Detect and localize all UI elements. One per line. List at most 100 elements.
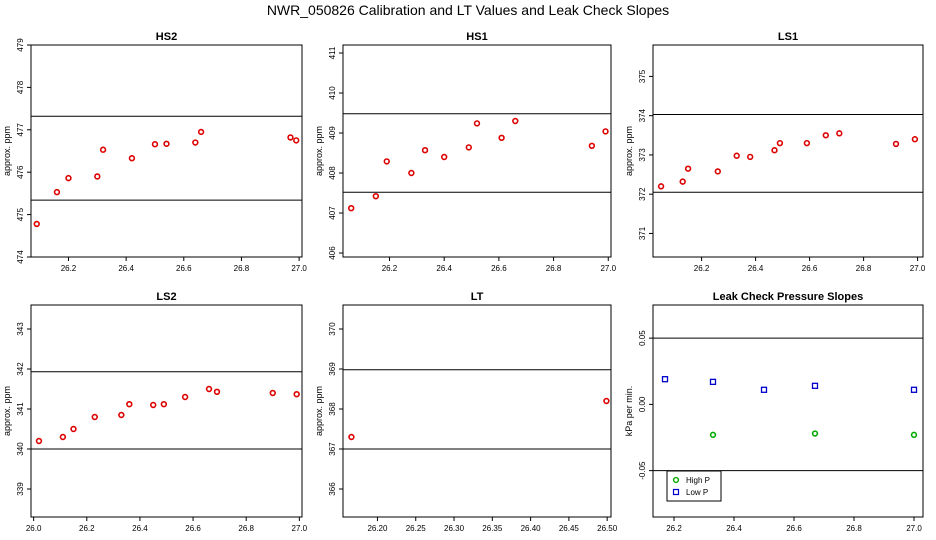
y-tick-label: 371 [638,226,647,240]
panel-ls2: LS2 approx. ppm 26.0 26.2 26.4 26.6 26.8 27.0 33… [2,291,308,533]
x-tick-label: 26.30 [444,524,465,533]
y-axis-label: approx. ppm [314,386,324,436]
data-point [181,393,189,401]
y-tick-label: 373 [638,148,647,162]
data-point [126,401,133,408]
y-tick-label: 0.00 [638,396,647,412]
data-point [602,128,609,135]
figure-title: NWR_050826 Calibration and LT Values and… [267,2,669,18]
data-point [94,173,101,180]
data-point [65,174,72,182]
data-point [911,136,919,143]
x-tick-label: 26.8 [234,264,250,273]
y-tick-label: 0.05 [638,330,647,346]
y-tick-label: 339 [16,482,25,496]
y-tick-label: 478 [16,80,25,94]
data-point [760,386,768,393]
panel-title: Leak Check Pressure Slopes [713,291,863,303]
data-point [746,153,754,161]
data-point [383,158,390,165]
y-axis-label: approx. ppm [2,126,12,176]
x-tick-label: 26.4 [436,264,452,273]
y-tick-label: 367 [328,442,337,456]
panel-hs2: HS2 approx. ppm 26.2 26.4 26.6 26.8 27.0 474 475… [2,31,307,273]
y-tick-label: 479 [16,38,25,52]
y-axis-label: approx. ppm [624,126,634,176]
data-point [803,139,811,147]
x-tick-label: 26.35 [482,524,503,533]
panel-title: LS1 [778,31,798,43]
data-point [512,117,519,125]
data-point [160,401,168,408]
y-tick-label: 477 [16,123,25,137]
data-point [822,132,829,139]
y-tick-label: 474 [16,250,25,264]
data-point [811,430,819,437]
panel-title: HS2 [156,31,177,43]
data-point [91,413,98,421]
data-point [35,437,43,445]
data-point [99,146,107,153]
legend-label: High P [686,476,710,485]
x-tick-label: 26.6 [185,524,201,533]
y-tick-label: 340 [16,442,25,456]
y-tick-label: 372 [638,187,647,201]
data-point [498,134,505,142]
data-point [910,431,918,439]
data-point [836,130,843,137]
data-point [128,155,136,162]
y-tick-label: 366 [328,482,337,496]
x-tick-label: 26.50 [597,524,618,533]
data-point [661,376,669,383]
x-tick-label: 27.0 [292,524,308,533]
x-tick-label: 26.6 [786,524,802,533]
panel-leak-check-pressure-slopes: Leak Check Pressure Slopes kPa per min. 26… [624,291,924,533]
data-point [293,391,300,398]
y-tick-label: 411 [328,46,337,59]
y-tick-label: -0.05 [638,461,647,480]
x-tick-label: 27.0 [600,264,616,273]
data-point [465,144,472,151]
plot-frame [342,44,612,258]
data-point [910,386,918,393]
panel-title: HS1 [466,31,487,43]
x-tick-label: 26.4 [132,524,148,533]
data-point [269,389,276,397]
data-point [440,153,448,161]
panel-title: LS2 [156,291,176,303]
x-tick-label: 26.8 [856,264,872,273]
plot-frame [30,304,303,518]
x-tick-label: 26.25 [406,524,427,533]
data-point [588,142,596,150]
legend-marker-high-p [672,476,680,484]
plot-frame [652,44,924,258]
y-tick-label: 368 [328,402,337,416]
data-point [776,139,784,147]
legend-label: Low P [686,488,708,497]
data-point [473,120,481,127]
data-point [33,220,40,228]
plot-frame [30,44,303,258]
data-point [287,134,294,141]
y-tick-label: 408 [328,166,337,180]
x-tick-label: 26.8 [546,264,562,273]
x-tick-label: 26.20 [367,524,388,533]
data-point [421,147,429,154]
x-tick-label: 26.45 [559,524,580,533]
panel-hs1: HS1 approx. ppm 26.2 26.4 26.6 26.8 27.0 406 407… [314,31,617,273]
x-tick-label: 26.4 [726,524,742,533]
plot-frame [652,304,924,518]
data-point [709,431,717,439]
data-point [771,147,778,154]
x-tick-label: 26.8 [238,524,254,533]
data-point [70,425,77,433]
y-tick-label: 406 [328,246,337,260]
data-point [53,188,61,196]
data-point [372,193,380,200]
data-point [197,128,205,136]
x-tick-label: 26.2 [382,264,398,273]
x-tick-label: 26.8 [846,524,862,533]
y-tick-label: 407 [328,206,337,220]
